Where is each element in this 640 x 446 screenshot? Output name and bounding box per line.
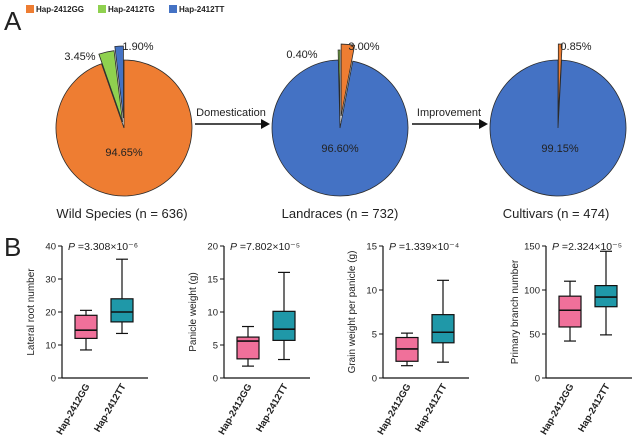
y-tick-label: 15: [207, 275, 218, 286]
arrow-improvement: Improvement: [412, 107, 488, 129]
y-tick-label: 5: [213, 341, 218, 352]
y-tick-label: 15: [366, 242, 377, 253]
panel-label-a: A: [4, 6, 22, 36]
x-tick-label: Hap-2412TT: [254, 382, 291, 434]
y-tick-label: 30: [45, 275, 56, 286]
arrow-label-domestication: Domestication: [196, 107, 266, 119]
pie-chart-wild-species: 94.65% 3.45% 1.90% Wild Species (n = 636): [55, 41, 193, 221]
box-iqr-hap-2412tt: [110, 298, 134, 323]
y-tick-label: 20: [45, 308, 56, 319]
pie-slice-hap-2412tg: [98, 50, 124, 123]
pie-chart-landraces: 3.00% 0.40% 96.60% Landraces (n = 732): [271, 41, 409, 221]
pvalue-text: P =7.802×10⁻⁵: [230, 241, 300, 253]
box-iqr-hap-2412gg: [558, 295, 582, 328]
x-tick-label: Hap-2412TT: [413, 382, 450, 434]
pvalue-text: P =2.324×10⁻⁵: [552, 241, 622, 253]
boxplot-grain-weight: 0 5 10 15 Grain weight per panicle (g) P =1.3…: [347, 241, 469, 437]
y-tick-label: 0: [213, 374, 218, 385]
pie-label-hap-2412tt: 96.60%: [321, 143, 359, 155]
y-axis-title: Lateral root number: [26, 268, 37, 356]
y-tick-label: 5: [372, 330, 377, 341]
legend-label-tt: Hap-2412TT: [179, 5, 224, 14]
pvalue-symbol: P: [389, 241, 396, 253]
y-tick-label: 0: [372, 374, 377, 385]
arrow-label-improvement: Improvement: [417, 107, 481, 119]
pie-label-hap-2412tg: 3.45%: [64, 51, 95, 63]
pvalue-symbol: P: [230, 241, 237, 253]
pie-label-hap-2412gg: 94.65%: [105, 147, 143, 159]
y-tick-label: 0: [51, 374, 56, 385]
legend-label-gg: Hap-2412GG: [36, 5, 84, 14]
y-tick-label: 10: [366, 286, 377, 297]
pie-label-hap-2412tg: 0.40%: [286, 49, 317, 61]
box-iqr-hap-2412gg: [236, 336, 260, 360]
y-axis-title: Primary branch number: [510, 259, 521, 364]
pie-slice-hap-2412gg: [340, 43, 356, 117]
y-tick-label: 10: [207, 308, 218, 319]
x-tick-label: Hap-2412TT: [92, 382, 129, 434]
arrow-head-improvement: [479, 119, 488, 129]
y-tick-label: 10: [45, 341, 56, 352]
pvalue-symbol: P: [552, 241, 559, 253]
y-tick-label: 0: [535, 374, 540, 385]
pie-slice-hap-2412tt: [489, 59, 627, 197]
pie-title: Landraces (n = 732): [282, 206, 399, 221]
pie-label-hap-2412gg: 3.00%: [348, 41, 379, 53]
pvalue-value: =7.802×10⁻⁵: [237, 241, 300, 253]
y-tick-label: 150: [524, 242, 540, 253]
x-tick-label: Hap-2412GG: [55, 382, 93, 437]
box-iqr-hap-2412gg: [74, 314, 98, 339]
legend: Hap-2412GG Hap-2412TG Hap-2412TT: [26, 5, 224, 14]
y-axis-title: Panicle weight (g): [188, 272, 199, 351]
pvalue-value: =1.339×10⁻⁴: [396, 241, 459, 253]
y-axis-title: Grain weight per panicle (g): [347, 251, 358, 374]
y-tick-label: 50: [529, 330, 540, 341]
boxplot-lateral-root-number: 0 10 20 30 40 Lateral root number P =3.308×10⁻…: [26, 241, 148, 437]
arrow-domestication: Domestication: [195, 107, 270, 129]
x-tick-label: Hap-2412GG: [539, 382, 577, 437]
pvalue-value: =2.324×10⁻⁵: [559, 241, 622, 253]
pie-title: Cultivars (n = 474): [503, 206, 610, 221]
box-iqr-hap-2412tt: [594, 285, 618, 308]
legend-swatch-tt: [169, 5, 177, 13]
y-tick-label: 40: [45, 242, 56, 253]
legend-label-tg: Hap-2412TG: [108, 5, 155, 14]
panel-label-b: B: [4, 232, 21, 262]
box-iqr-hap-2412tt: [431, 314, 455, 344]
pie-slice-hap-2412tt: [271, 59, 409, 197]
y-tick-label: 20: [207, 242, 218, 253]
boxplot-panicle-weight: 0 5 10 15 20 Panicle weight (g) P =7.802×10⁻⁵ H…: [188, 241, 310, 437]
y-tick-label: 100: [524, 286, 540, 297]
pie-title: Wild Species (n = 636): [56, 206, 187, 221]
pie-slice-hap-2412gg: [55, 59, 193, 197]
x-tick-label: Hap-2412GG: [217, 382, 255, 437]
arrow-head-domestication: [261, 119, 270, 129]
pie-label-hap-2412tt: 99.15%: [541, 143, 579, 155]
pie-label-hap-2412gg: 0.85%: [560, 41, 591, 53]
pvalue-text: P =3.308×10⁻⁶: [68, 241, 138, 253]
pvalue-text: P =1.339×10⁻⁴: [389, 241, 459, 253]
pie-chart-cultivars: 0.85% 99.15% Cultivars (n = 474): [489, 41, 627, 221]
x-tick-label: Hap-2412TT: [576, 382, 613, 434]
box-iqr-hap-2412tt: [272, 310, 296, 341]
pie-label-hap-2412tt: 1.90%: [122, 41, 153, 53]
pie-slice-hap-2412tt: [114, 45, 124, 119]
pvalue-symbol: P: [68, 241, 75, 253]
legend-swatch-gg: [26, 5, 34, 13]
legend-swatch-tg: [98, 5, 106, 13]
x-tick-label: Hap-2412GG: [376, 382, 414, 437]
pvalue-value: =3.308×10⁻⁶: [75, 241, 138, 253]
